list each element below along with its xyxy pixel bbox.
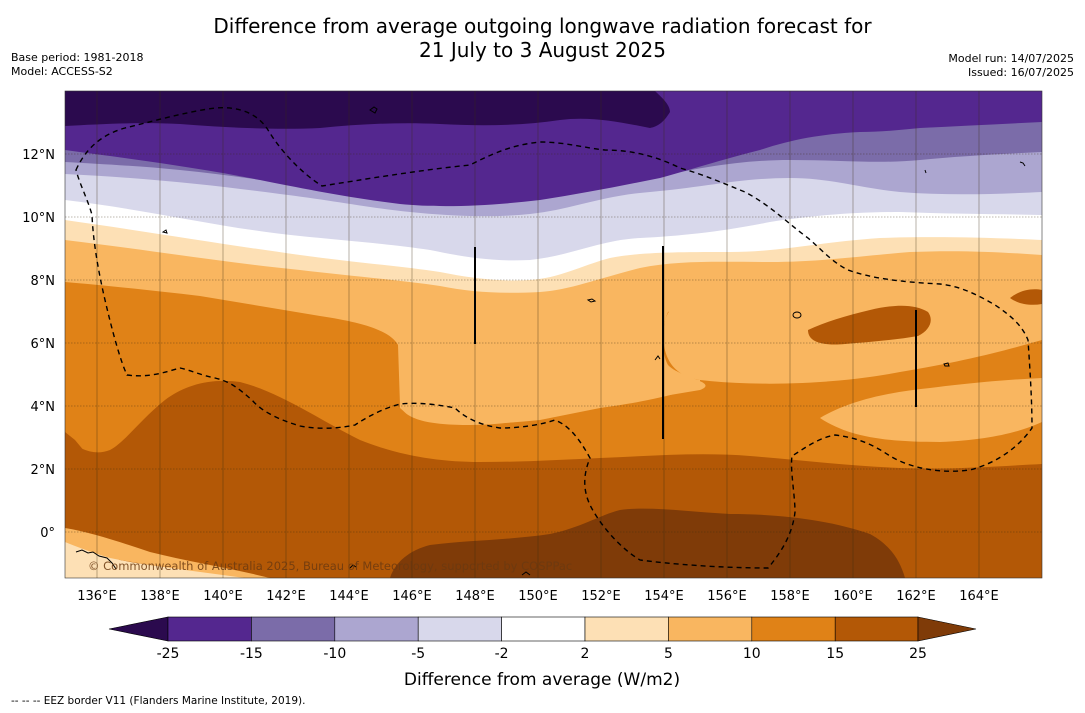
model-name: Model: ACCESS-S2 <box>11 65 113 78</box>
lon-label-162e: 162°E <box>896 589 936 604</box>
map-frame <box>64 90 1043 579</box>
band-darkest-purple <box>65 91 670 129</box>
map-plot: © Commonwealth of Australia 2025, Bureau… <box>65 91 1042 578</box>
lon-label-144e: 144°E <box>329 589 369 604</box>
eez-footnote: -- -- -- EEZ border V11 (Flanders Marine… <box>11 695 306 707</box>
band-brown-patch-edge <box>1010 289 1042 305</box>
colorbar-tick-5: -2 <box>495 646 509 662</box>
lat-label-0: 0° <box>40 526 55 541</box>
colorbar-tick-1: -25 <box>157 646 180 662</box>
colorbar-swatch-4 <box>417 616 502 642</box>
lat-label-12n: 12°N <box>22 148 55 163</box>
map-title: Difference from average outgoing longwav… <box>0 14 1085 62</box>
colorbar <box>108 616 977 642</box>
colorbar-swatch-9 <box>834 616 919 642</box>
lat-label-10n: 10°N <box>22 211 55 226</box>
base-period: Base period: 1981-2018 <box>11 51 144 64</box>
lon-label-154e: 154°E <box>644 589 684 604</box>
colorbar-swatch-2 <box>251 616 336 642</box>
colorbar-tick-4: -5 <box>411 646 425 662</box>
band-peach-southwest <box>65 540 245 578</box>
copyright-text: © Commonwealth of Australia 2025, Bureau… <box>88 559 572 573</box>
colorbar-tick-3: -10 <box>323 646 346 662</box>
band-light-orange-southwest <box>65 528 270 578</box>
latitude-labels: 12°N 10°N 8°N 6°N 4°N 2°N 0° <box>22 148 55 541</box>
colorbar-swatch-7 <box>668 616 753 642</box>
title-line-2: 21 July to 3 August 2025 <box>419 38 666 62</box>
issued-date: Issued: 16/07/2025 <box>967 66 1074 79</box>
eez-border <box>75 107 1033 569</box>
lon-label-152e: 152°E <box>581 589 621 604</box>
colorbar-swatch-6 <box>584 616 669 642</box>
colorbar-tick-9: 15 <box>826 646 844 662</box>
island-marks <box>75 106 1026 576</box>
band-light-orange-east <box>820 378 1042 442</box>
lon-label-140e: 140°E <box>203 589 243 604</box>
lat-label-2n: 2°N <box>31 463 56 478</box>
colorbar-swatch-5 <box>501 616 586 642</box>
lon-label-146e: 146°E <box>392 589 432 604</box>
title-line-1: Difference from average outgoing longwav… <box>213 14 872 38</box>
latitude-gridlines <box>65 153 1042 533</box>
lon-label-160e: 160°E <box>833 589 873 604</box>
lat-label-6n: 6°N <box>31 337 56 352</box>
colorbar-tick-8: 10 <box>743 646 761 662</box>
meta-left: Base period: 1981-2018 Model: ACCESS-S2 <box>11 51 143 79</box>
colorbar-swatch-1 <box>167 616 252 642</box>
lon-label-148e: 148°E <box>455 589 495 604</box>
colorbar-ticks: -25 -15 -10 -5 -2 2 5 10 15 25 <box>157 646 927 662</box>
lon-label-150e: 150°E <box>518 589 558 604</box>
colorbar-title: Difference from average (W/m2) <box>404 670 680 690</box>
lon-label-164e: 164°E <box>959 589 999 604</box>
band-brown-left <box>65 432 85 456</box>
colorbar-arrow-left <box>108 616 169 642</box>
lat-label-8n: 8°N <box>31 274 56 289</box>
band-darkest-brown <box>390 508 905 578</box>
band-brown-patch-east <box>808 305 931 345</box>
colorbar-arrow-right <box>917 616 977 642</box>
lon-label-136e: 136°E <box>77 589 117 604</box>
colorbar-tick-7: 5 <box>664 646 673 662</box>
longitude-labels: 136°E 138°E 140°E 142°E 144°E 146°E 148°… <box>77 589 999 604</box>
lon-label-138e: 138°E <box>140 589 180 604</box>
colorbar-tick-6: 2 <box>581 646 590 662</box>
lon-label-142e: 142°E <box>266 589 306 604</box>
colorbar-tick-10: 25 <box>909 646 927 662</box>
lon-label-156e: 156°E <box>707 589 747 604</box>
colorbar-tick-2: -15 <box>240 646 263 662</box>
meta-right: Model run: 14/07/2025 Issued: 16/07/2025 <box>948 52 1074 80</box>
model-run: Model run: 14/07/2025 <box>948 52 1074 65</box>
colorbar-swatch-3 <box>334 616 419 642</box>
lon-label-158e: 158°E <box>770 589 810 604</box>
lat-label-4n: 4°N <box>31 400 56 415</box>
colorbar-swatch-8 <box>751 616 836 642</box>
